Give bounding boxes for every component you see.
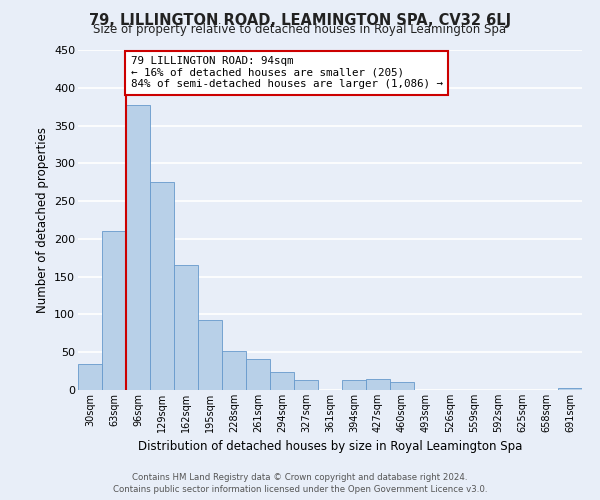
- Text: Contains HM Land Registry data © Crown copyright and database right 2024.
Contai: Contains HM Land Registry data © Crown c…: [113, 472, 487, 494]
- Text: 79, LILLINGTON ROAD, LEAMINGTON SPA, CV32 6LJ: 79, LILLINGTON ROAD, LEAMINGTON SPA, CV3…: [89, 12, 511, 28]
- Bar: [390, 382, 414, 390]
- Bar: [246, 359, 270, 390]
- Bar: [342, 380, 366, 390]
- Bar: [150, 182, 174, 390]
- Bar: [270, 372, 294, 390]
- Bar: [102, 232, 126, 390]
- Bar: [294, 380, 318, 390]
- Bar: [366, 380, 390, 390]
- Bar: [78, 364, 102, 390]
- Bar: [558, 388, 582, 390]
- Text: Size of property relative to detached houses in Royal Leamington Spa: Size of property relative to detached ho…: [94, 22, 506, 36]
- Text: 79 LILLINGTON ROAD: 94sqm
← 16% of detached houses are smaller (205)
84% of semi: 79 LILLINGTON ROAD: 94sqm ← 16% of detac…: [131, 56, 443, 89]
- Bar: [222, 350, 246, 390]
- Y-axis label: Number of detached properties: Number of detached properties: [35, 127, 49, 313]
- Bar: [198, 320, 222, 390]
- X-axis label: Distribution of detached houses by size in Royal Leamington Spa: Distribution of detached houses by size …: [138, 440, 522, 454]
- Bar: [174, 266, 198, 390]
- Bar: [126, 105, 150, 390]
